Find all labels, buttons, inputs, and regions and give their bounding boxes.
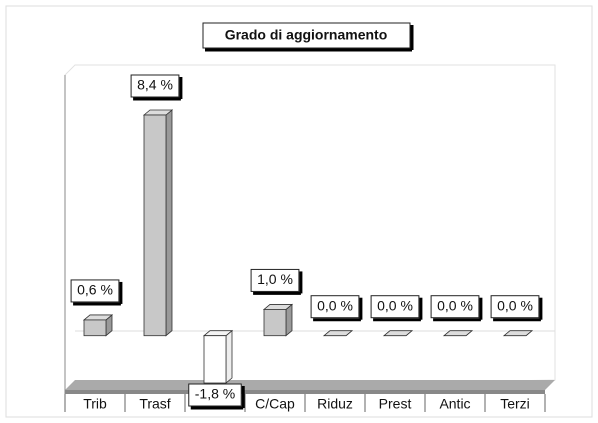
bar — [202, 329, 234, 384]
value-label: 0,0 % — [370, 295, 423, 322]
data-label: 0,6 % — [77, 282, 113, 298]
title-box — [202, 22, 411, 49]
x-tick-label: Riduz — [317, 396, 353, 412]
value-label-box — [310, 295, 360, 319]
value-label: 0,6 % — [70, 279, 123, 306]
bar-top — [442, 330, 474, 337]
bar-front — [143, 114, 167, 337]
data-label: 1,0 % — [257, 271, 293, 287]
value-label: 0,0 % — [310, 295, 363, 322]
data-label: 0,0 % — [377, 297, 413, 313]
value-label: 0,0 % — [430, 295, 483, 322]
floor-edge — [65, 390, 545, 394]
back-wall — [64, 64, 556, 391]
data-label: 8,4 % — [137, 77, 173, 93]
bar-top — [502, 330, 534, 337]
chart-title: Grado di aggiornamento — [225, 27, 388, 43]
value-label: 8,4 % — [130, 74, 183, 101]
value-label-box — [490, 295, 540, 319]
data-label: 0,0 % — [497, 297, 533, 313]
value-label: 1,0 % — [250, 268, 303, 295]
bar-front — [83, 319, 107, 337]
bar — [262, 303, 294, 337]
bar — [82, 314, 114, 337]
bar — [442, 330, 474, 337]
value-label-box — [370, 295, 420, 319]
value-label-box — [250, 268, 300, 292]
x-tick-label: C/Cap — [255, 396, 295, 412]
bar-front — [203, 335, 227, 384]
bar-front — [263, 309, 287, 337]
bar — [142, 109, 174, 337]
floor — [65, 380, 555, 390]
value-label-box — [430, 295, 480, 319]
x-tick-label: Terzi — [500, 396, 530, 412]
data-label: 0,0 % — [317, 297, 353, 313]
bar — [502, 330, 534, 337]
data-label: 0,0 % — [437, 297, 473, 313]
bar-top — [382, 330, 414, 337]
bar-side — [165, 109, 173, 337]
value-label-box — [70, 279, 120, 303]
value-label: 0,0 % — [490, 295, 543, 322]
data-label: -1,8 % — [195, 386, 235, 402]
bar-top — [322, 330, 354, 337]
value-label-box — [130, 74, 180, 98]
bar-side — [225, 329, 233, 384]
x-tick-label: Prest — [379, 396, 412, 412]
x-tick-label: Trasf — [139, 396, 170, 412]
bar — [382, 330, 414, 337]
value-label: -1,8 % — [188, 383, 245, 410]
x-tick-label: Antic — [439, 396, 470, 412]
value-label-box — [188, 383, 242, 407]
bar — [322, 330, 354, 337]
x-tick-label: Trib — [83, 396, 107, 412]
